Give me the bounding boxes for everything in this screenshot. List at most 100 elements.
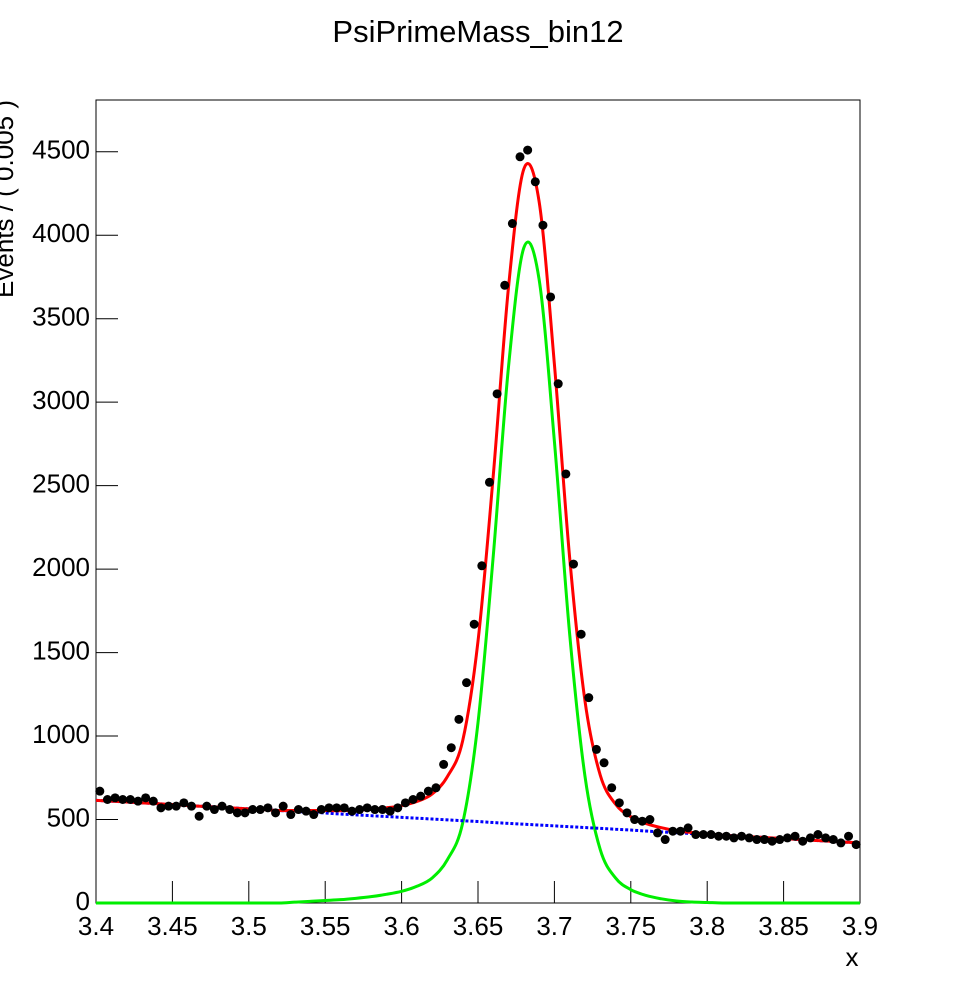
data-point: [408, 794, 418, 804]
data-point: [546, 292, 556, 302]
data-point: [347, 806, 357, 816]
data-point: [232, 808, 242, 818]
y-tick-label: 4000: [32, 218, 90, 248]
x-tick-label: 3.45: [147, 911, 198, 941]
data-point: [141, 793, 151, 803]
data-point: [156, 803, 166, 813]
data-point: [454, 714, 464, 724]
data-point: [309, 810, 319, 820]
data-point: [844, 831, 854, 841]
data-point: [729, 833, 739, 843]
data-point: [400, 798, 410, 808]
data-point: [798, 836, 808, 846]
data-point: [95, 786, 105, 796]
data-point: [538, 220, 548, 230]
data-point: [836, 838, 846, 848]
data-point: [767, 836, 777, 846]
data-point: [248, 805, 258, 815]
x-tick-label: 3.6: [384, 911, 420, 941]
data-point: [125, 794, 135, 804]
data-point: [439, 759, 449, 769]
data-point: [706, 830, 716, 840]
y-tick-label: 4500: [32, 135, 90, 165]
data-point: [660, 835, 670, 845]
data-point: [614, 798, 624, 808]
y-tick-label: 500: [47, 802, 90, 832]
data-point: [492, 389, 502, 399]
data-point: [423, 786, 433, 796]
data-point: [370, 805, 380, 815]
data-point: [507, 219, 517, 229]
data-point: [118, 794, 128, 804]
data-point: [721, 831, 731, 841]
data-point: [263, 803, 273, 813]
data-point: [164, 801, 174, 811]
data-point: [393, 803, 403, 813]
data-point: [278, 801, 288, 811]
data-point: [293, 805, 303, 815]
data-point: [339, 803, 349, 813]
data-point: [775, 835, 785, 845]
data-point: [691, 830, 701, 840]
data-point: [668, 826, 678, 836]
data-point: [316, 805, 326, 815]
data-point: [523, 145, 533, 155]
data-point: [462, 678, 472, 688]
data-point: [782, 833, 792, 843]
data-point: [828, 835, 838, 845]
y-tick-label: 1500: [32, 635, 90, 665]
data-point: [385, 806, 395, 816]
data-point: [148, 796, 158, 806]
data-point: [240, 808, 250, 818]
data-point: [637, 816, 647, 826]
data-point: [102, 794, 112, 804]
data-point: [194, 811, 204, 821]
data-point: [332, 803, 342, 813]
data-point: [355, 805, 365, 815]
data-point: [431, 783, 441, 793]
y-tick-label: 0: [76, 886, 90, 916]
data-point: [362, 803, 372, 813]
data-point: [500, 280, 510, 290]
data-point: [324, 803, 334, 813]
x-tick-label: 3.85: [758, 911, 809, 941]
data-point: [584, 693, 594, 703]
data-point: [209, 805, 219, 815]
y-tick-label: 2500: [32, 469, 90, 499]
data-point: [813, 830, 823, 840]
chart-title: PsiPrimeMass_bin12: [332, 14, 623, 49]
data-point: [821, 833, 831, 843]
y-axis-label: Events / ( 0.005 ): [0, 100, 19, 298]
x-tick-label: 3.65: [453, 911, 504, 941]
data-point: [851, 840, 861, 850]
data-point: [171, 801, 181, 811]
data-point: [416, 791, 426, 801]
data-point: [217, 801, 227, 811]
fit-curve: [96, 240, 860, 905]
data-point: [553, 379, 563, 389]
data-point: [286, 810, 296, 820]
data-point: [271, 808, 281, 818]
data-point: [469, 619, 479, 629]
data-point: [622, 808, 632, 818]
data-point: [530, 177, 540, 187]
data-point: [225, 805, 235, 815]
data-point: [599, 758, 609, 768]
data-point: [446, 743, 456, 753]
data-point: [477, 561, 487, 571]
data-point: [484, 477, 494, 487]
x-tick-label: 3.9: [842, 911, 878, 941]
data-point: [645, 815, 655, 825]
y-tick-label: 3500: [32, 302, 90, 332]
data-point: [752, 835, 762, 845]
data-point: [133, 796, 143, 806]
data-point: [110, 793, 120, 803]
data-point: [378, 805, 387, 815]
y-tick-label: 2000: [32, 552, 90, 582]
data-point: [675, 826, 685, 836]
x-tick-label: 3.75: [605, 911, 656, 941]
x-axis-label: x: [846, 942, 859, 972]
data-point: [714, 831, 724, 841]
